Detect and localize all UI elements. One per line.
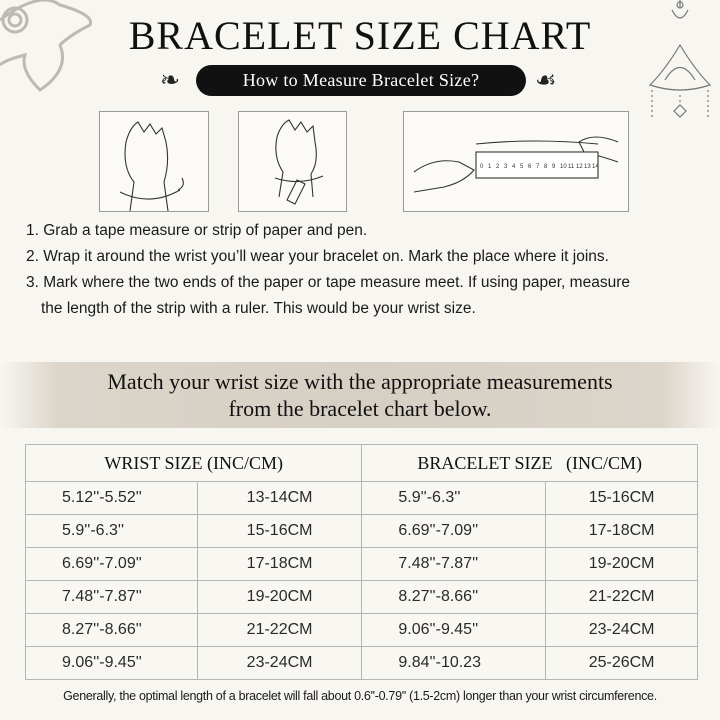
- hand-paper-icon: [274, 119, 324, 205]
- table-row: 6.69''-7.09'' 17-18CM 7.48''-7.87'' 19-20CM: [25, 547, 698, 581]
- footer-note: Generally, the optimal length of a brace…: [63, 689, 657, 703]
- wrist-inches-cell: 6.69''-7.09'': [25, 547, 198, 581]
- ruler-number: 6: [528, 164, 532, 170]
- wrist-cm-cell: 17-18CM: [196, 547, 363, 581]
- step-3: 3. Mark where the two ends of the paper …: [26, 274, 630, 291]
- bracelet-cm-cell: 21-22CM: [545, 580, 698, 614]
- step-2: 2. Wrap it around the wrist you’ll wear …: [26, 248, 609, 265]
- ruler-numbers: 0 1 2 3 4 5 6 7 8 9 10 11 12 13 14: [480, 164, 599, 170]
- ruler-number: 10: [560, 164, 567, 170]
- right-flourish-icon: ☙: [535, 66, 557, 94]
- ruler-number: 12: [576, 164, 583, 170]
- page-title: BRACELET SIZE CHART: [128, 13, 592, 58]
- wrist-cm-cell: 15-16CM: [196, 514, 363, 548]
- table-row: 5.9''-6.3'' 15-16CM 6.69''-7.09'' 17-18CM: [25, 514, 698, 548]
- ruler-number: 9: [552, 164, 556, 170]
- ruler-number: 13: [584, 164, 591, 170]
- hand-tape-icon: [119, 121, 184, 212]
- bracelet-inches-cell: 7.48''-7.87'': [361, 547, 547, 581]
- wrist-cm-cell: 23-24CM: [196, 646, 363, 680]
- wrist-inches-cell: 9.06''-9.45'': [25, 646, 198, 680]
- wrist-inches-cell: 8.27''-8.66'': [25, 613, 198, 647]
- bracelet-cm-cell: 15-16CM: [545, 481, 698, 515]
- ruler-number: 3: [504, 164, 508, 170]
- header-wrist-size: WRIST SIZE (INC/CM): [24, 444, 363, 482]
- wrist-inches-cell: 7.48''-7.87'': [25, 580, 198, 614]
- bracelet-inches-cell: 6.69''-7.09'': [361, 514, 547, 548]
- illustration-tape-wrap: [99, 111, 209, 212]
- ruler-number: 7: [536, 164, 540, 170]
- illustration-paper-strip: [238, 111, 347, 212]
- step-1: 1. Grab a tape measure or strip of paper…: [26, 222, 368, 239]
- bracelet-inches-cell: 9.84''-10.23: [361, 646, 547, 680]
- ruler-number: 4: [512, 164, 516, 170]
- ruler-number: 2: [496, 164, 500, 170]
- ruler-number: 14: [592, 164, 599, 170]
- step-3-continued: the length of the strip with a ruler. Th…: [41, 300, 476, 317]
- header-bracelet-size: BRACELET SIZE (INC/CM): [361, 444, 698, 482]
- bracelet-cm-cell: 23-24CM: [545, 613, 698, 647]
- ruler-number: 0: [480, 164, 484, 170]
- wrist-inches-cell: 5.9''-6.3'': [25, 514, 198, 548]
- table-row: 8.27''-8.66'' 21-22CM 9.06''-9.45'' 23-24CM: [25, 613, 698, 647]
- bracelet-cm-cell: 17-18CM: [545, 514, 698, 548]
- illustration-ruler: 0 1 2 3 4 5 6 7 8 9 10 11 12 13 14: [403, 111, 629, 212]
- table-row: 7.48''-7.87'' 19-20CM 8.27''-8.66'' 21-22CM: [25, 580, 698, 614]
- subtitle-pill: How to Measure Bracelet Size?: [196, 65, 526, 96]
- table-row: 5.12''-5.52'' 13-14CM 5.9''-6.3'' 15-16CM: [25, 481, 698, 515]
- lotus-ornament-icon: [0, 0, 93, 92]
- table-row: 9.06''-9.45'' 23-24CM 9.84''-10.23 25-26CM: [25, 646, 698, 680]
- wrist-cm-cell: 21-22CM: [196, 613, 363, 647]
- band-text-line-2: from the bracelet chart below.: [228, 396, 492, 421]
- table-header-row: WRIST SIZE (INC/CM) BRACELET SIZE (INC/C…: [24, 444, 698, 482]
- wrist-inches-cell: 5.12''-5.52'': [25, 481, 198, 515]
- ruler-number: 11: [568, 164, 575, 170]
- wrist-cm-cell: 13-14CM: [196, 481, 363, 515]
- wrist-cm-cell: 19-20CM: [196, 580, 363, 614]
- ruler-number: 5: [520, 164, 524, 170]
- bracelet-cm-cell: 25-26CM: [545, 646, 698, 680]
- bracelet-inches-cell: 8.27''-8.66'': [361, 580, 547, 614]
- band-text-line-1: Match your wrist size with the appropria…: [107, 369, 613, 394]
- bracelet-cm-cell: 19-20CM: [545, 547, 698, 581]
- bracelet-inches-cell: 5.9''-6.3'': [361, 481, 547, 515]
- hanging-lotus-ornament-icon: [648, 0, 712, 120]
- left-flourish-icon: ❧: [160, 66, 181, 94]
- ruler-number: 1: [488, 164, 492, 170]
- size-table: WRIST SIZE (INC/CM) BRACELET SIZE (INC/C…: [24, 444, 698, 680]
- bracelet-inches-cell: 9.06''-9.45'': [361, 613, 547, 647]
- hands-ruler-icon: 0 1 2 3 4 5 6 7 8 9 10 11 12 13 14: [413, 136, 619, 193]
- ruler-number: 8: [544, 164, 548, 170]
- instruction-band: [0, 362, 720, 428]
